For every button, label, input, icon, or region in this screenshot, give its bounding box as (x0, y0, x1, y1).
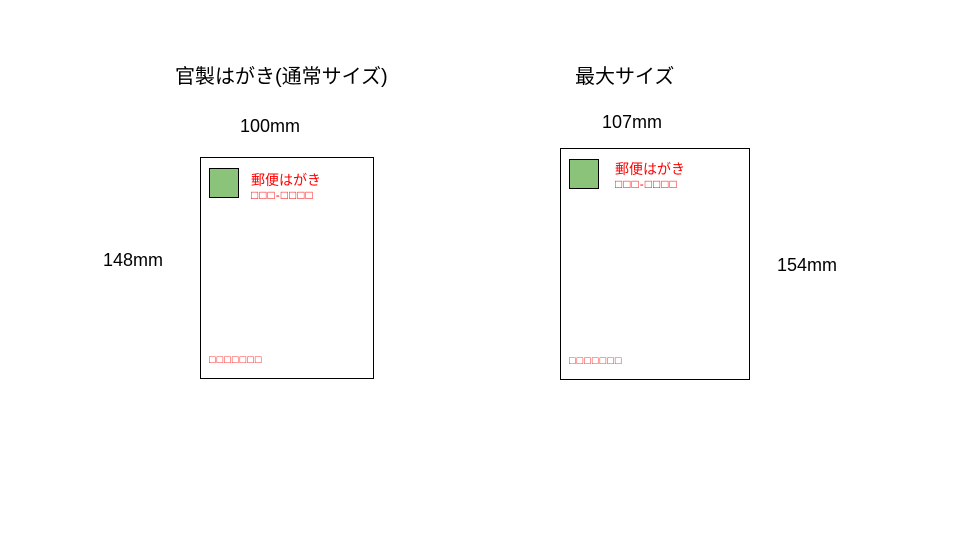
right-bottom-row: □□□□□□□ (569, 355, 623, 367)
left-bottom-row: □□□□□□□ (209, 354, 263, 366)
right-header-text: 郵便はがき (615, 159, 685, 179)
left-header-text: 郵便はがき (251, 170, 321, 190)
left-width-label: 100mm (240, 116, 300, 137)
left-title: 官製はがき(通常サイズ) (175, 60, 388, 89)
right-width-label: 107mm (602, 112, 662, 133)
right-title: 最大サイズ (575, 60, 674, 89)
right-postcard: 郵便はがき □□□-□□□□ □□□□□□□ (560, 148, 750, 380)
left-postal-row: □□□-□□□□ (251, 188, 314, 202)
right-stamp (569, 159, 599, 189)
right-postal-row: □□□-□□□□ (615, 177, 678, 191)
left-stamp (209, 168, 239, 198)
right-height-label: 154mm (777, 255, 837, 276)
left-postcard: 郵便はがき □□□-□□□□ □□□□□□□ (200, 157, 374, 379)
left-height-label: 148mm (103, 250, 163, 271)
diagram-stage: 官製はがき(通常サイズ) 100mm 148mm 郵便はがき □□□-□□□□ … (0, 0, 960, 540)
